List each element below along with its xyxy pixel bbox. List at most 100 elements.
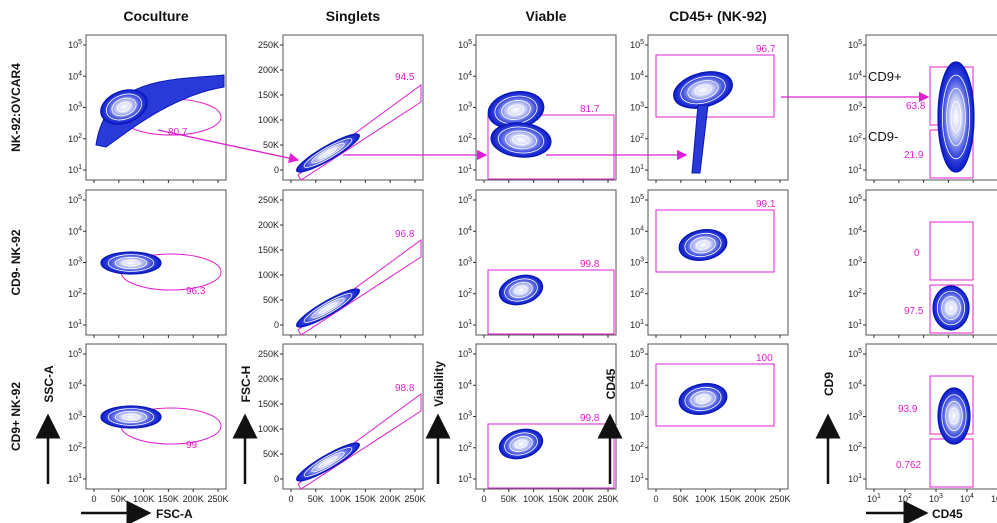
gate-percentage: 96.7 [756, 44, 776, 55]
row-label: CD9- NK-92 [9, 229, 23, 295]
tick-label: 101 [458, 319, 472, 330]
contour-line [117, 101, 131, 113]
tick-label: 250K [258, 195, 279, 205]
tick-label: 250K [404, 494, 425, 504]
tick-label: 101 [630, 473, 644, 484]
y-axis-label-group: CD45 [597, 368, 623, 484]
plot-frame [475, 189, 617, 336]
density-contour [937, 61, 975, 173]
density-contour [100, 405, 162, 429]
contour-line [941, 296, 961, 320]
tick-label: 102 [630, 133, 644, 144]
contour-line [504, 432, 538, 456]
tick-label: 102 [630, 288, 644, 299]
plot-panel: 101 102 103 104 105 101 102 103 104 105 93.9 0.762 [848, 343, 997, 504]
gate-percentage: 80.7 [168, 127, 188, 138]
plot-panel: 0 50K 100K 150K 200K 250K 96.8 [258, 189, 424, 338]
tick-label: 100K [695, 494, 716, 504]
plot-panel: 101 102 103 104 105 81.7 [458, 34, 617, 183]
plot-frame [647, 343, 789, 490]
tick-label: 101 [630, 319, 644, 330]
tick-label: 104 [68, 70, 82, 81]
tick-label: 104 [960, 493, 974, 504]
tick-label: 103 [458, 411, 472, 422]
tick-label: 104 [458, 225, 472, 236]
tick-label: 200K [380, 494, 401, 504]
y-axis-label: FSC-H [239, 366, 253, 403]
tick-label: 100K [258, 115, 279, 125]
density-fill [100, 89, 148, 125]
contour-line [941, 74, 971, 160]
tick-label: 50K [111, 494, 127, 504]
contour-line [318, 147, 338, 159]
tick-label: 50K [308, 494, 324, 504]
contour-line [115, 410, 148, 424]
tick-label: 102 [898, 493, 912, 504]
tick-label: 200K [573, 494, 594, 504]
gate-rect [655, 363, 775, 427]
density-fill [937, 387, 971, 445]
density-contour [296, 442, 360, 482]
density-tail [691, 104, 709, 174]
tick-label: 104 [848, 379, 862, 390]
tick-label: 102 [458, 442, 472, 453]
contour-line [945, 301, 957, 315]
tick-label: 103 [458, 257, 472, 268]
density-contour [498, 274, 544, 306]
contour-line [111, 97, 137, 117]
tick-label: 101 [848, 319, 862, 330]
gate-rect [655, 209, 775, 273]
contour-line [105, 93, 143, 121]
tick-label: 100K [258, 424, 279, 434]
contour-line [107, 408, 155, 426]
tick-label: 102 [848, 288, 862, 299]
tick-label: 103 [68, 411, 82, 422]
density-fill [100, 405, 162, 429]
gate-polygon [297, 84, 422, 181]
gate-percentage: 0 [914, 248, 920, 259]
tick-label: 150K [548, 494, 569, 504]
x-axis-label-group: CD45 [866, 500, 963, 523]
tick-label: 200K [258, 65, 279, 75]
y-axis-label-group: SSC-A [35, 365, 61, 484]
tick-label: 103 [68, 102, 82, 113]
density-fill [932, 285, 970, 331]
tick-label: 101 [458, 473, 472, 484]
tick-label: 105 [630, 194, 644, 205]
plot-frame [865, 343, 997, 490]
density-contour [487, 91, 545, 129]
tick-label: 102 [458, 133, 472, 144]
tick-label: 150K [158, 494, 179, 504]
tick-label: 104 [848, 225, 862, 236]
gate-percentage: 93.9 [898, 404, 918, 415]
column-title: Singlets [326, 8, 381, 24]
gate-percentage: 98.8 [395, 383, 415, 394]
tick-label: 104 [68, 379, 82, 390]
contour-line [680, 75, 726, 105]
tick-label: 50K [263, 449, 279, 459]
contour-line [514, 285, 528, 295]
population-name: CD9- [868, 129, 898, 144]
tick-label: 102 [458, 288, 472, 299]
tick-label: 200K [183, 494, 204, 504]
density-contour [100, 89, 148, 125]
plot-frame [865, 189, 997, 336]
contour-line [311, 142, 345, 164]
tick-label: 100K [258, 270, 279, 280]
tick-label: 0 [274, 165, 279, 175]
plot-frame [282, 34, 424, 181]
plot-panel: 101 102 103 104 105 0 50K 100K 150K 200K 250K 99.8 [458, 343, 619, 504]
contour-line [311, 451, 345, 473]
tick-label: 250K [597, 494, 618, 504]
plot-frame [282, 343, 424, 490]
gate-percentage: 96.8 [395, 229, 415, 240]
tick-label: 150K [258, 399, 279, 409]
density-fill [937, 61, 975, 173]
gate-rect [487, 423, 615, 489]
contour-line [690, 390, 716, 408]
y-axis-label: CD9 [822, 372, 836, 396]
row-label: NK-92:OVCAR4 [9, 63, 23, 152]
tick-label: 103 [458, 102, 472, 113]
tick-label: 105 [68, 194, 82, 205]
gate-percentage: 99.8 [580, 413, 600, 424]
